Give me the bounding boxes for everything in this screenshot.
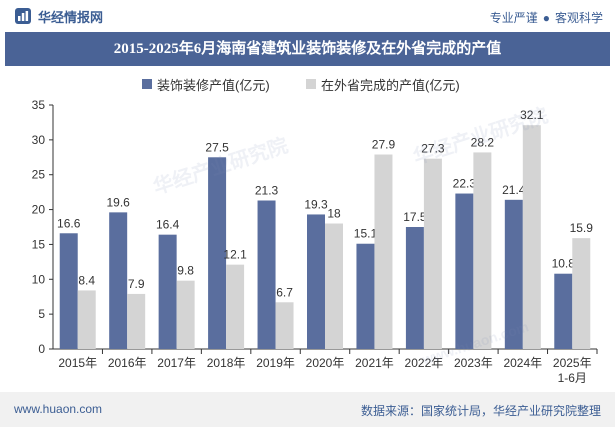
x-tick-label: 2015年 [58, 356, 97, 370]
bar-series2 [325, 223, 343, 349]
bar-series2 [176, 280, 195, 349]
title-bar: 2015-2025年6月海南省建筑业装饰装修及在外省完成的产值 [5, 32, 610, 66]
x-tick-label: 2019年 [256, 356, 295, 370]
x-tick-label: 2020年 [306, 356, 345, 370]
x-tick-label: 1-6月 [558, 371, 587, 385]
slogan-right: 客观科学 [554, 11, 603, 25]
y-tick-label: 30 [32, 133, 46, 147]
x-tick-label: 2018年 [207, 356, 246, 370]
data-label-series2: 32.1 [520, 108, 544, 122]
data-label-series2: 18 [327, 207, 341, 221]
data-label-series1: 16.6 [57, 216, 81, 230]
chart-title: 2015-2025年6月海南省建筑业装饰装修及在外省完成的产值 [113, 41, 502, 57]
bar-series2 [275, 302, 294, 349]
x-tick-label: 2016年 [108, 356, 147, 370]
data-label-series2: 15.9 [570, 221, 594, 235]
y-tick-label: 10 [32, 272, 46, 286]
bar-series1 [504, 199, 523, 349]
data-label-series2: 8.4 [78, 273, 95, 287]
y-tick-label: 35 [32, 98, 46, 112]
brand[interactable]: 华经情报网 [14, 7, 103, 25]
x-tick-label: 2024年 [503, 356, 542, 370]
bar-series2 [522, 125, 541, 350]
data-label-series1: 15.1 [354, 227, 378, 241]
data-label-series1: 27.5 [205, 140, 229, 154]
x-tick-label: 2023年 [454, 356, 493, 370]
slogan: 专业严谨 ● 客观科学 [490, 9, 603, 26]
x-tick-label: 2021年 [355, 356, 394, 370]
slogan-left: 专业严谨 [489, 11, 538, 25]
bar-series2 [374, 154, 393, 349]
bar-series1 [208, 157, 227, 349]
bar-series1 [307, 214, 325, 349]
x-tick-label: 2017年 [157, 356, 196, 370]
y-tick-label: 15 [32, 237, 46, 251]
y-tick-label: 20 [32, 203, 46, 217]
footer-source: 数据来源：国家统计局，华经产业研究院整理 [360, 404, 601, 418]
bar-series2 [226, 264, 245, 349]
footer-url-link[interactable]: www.huaon.com [14, 402, 103, 416]
bar-series1 [158, 234, 177, 349]
bar-series1 [109, 212, 128, 349]
x-tick-label: 2022年 [405, 356, 444, 370]
data-label-series1: 10.8 [552, 257, 576, 271]
bar-series1 [405, 227, 424, 349]
data-label-series1: 17.5 [403, 210, 427, 224]
bar-series2 [473, 152, 492, 349]
data-label-series1: 21.4 [502, 183, 526, 197]
legend-item-series2: 在外省完成的产值(亿元) [306, 74, 460, 94]
data-label-series2: 7.9 [128, 277, 145, 291]
y-tick-label: 25 [32, 168, 46, 182]
bar-series2 [423, 158, 442, 349]
y-tick-label: 0 [38, 342, 45, 356]
bar-series1 [59, 233, 78, 349]
legend-swatch-series1 [142, 79, 152, 89]
bar-series1 [257, 200, 276, 349]
data-label-series1: 19.6 [107, 195, 131, 209]
data-label-series1: 19.3 [304, 197, 328, 211]
bar-series2 [572, 238, 591, 349]
brand-logo-icon [15, 8, 31, 24]
legend-label-series1: 装饰装修产值(亿元) [157, 77, 270, 93]
data-label-series1: 16.4 [156, 218, 180, 232]
bar-series1 [455, 193, 474, 349]
footer: www.huaon.com 数据来源：国家统计局，华经产业研究院整理 [0, 392, 615, 427]
bar-series2 [127, 293, 146, 349]
chart-legend: 装饰装修产值(亿元) 在外省完成的产值(亿元) [0, 74, 615, 94]
y-tick-label: 5 [38, 307, 45, 321]
legend-swatch-series2 [306, 79, 316, 89]
data-label-series2: 6.7 [276, 285, 293, 299]
data-label-series1: 21.3 [255, 184, 279, 198]
bar-series2 [77, 290, 96, 349]
data-label-series1: 22.3 [453, 177, 477, 191]
data-label-series2: 9.8 [177, 264, 194, 278]
x-tick-label: 2025年 [553, 356, 592, 370]
data-label-series2: 27.9 [372, 137, 396, 151]
data-label-series2: 27.3 [421, 142, 445, 156]
bar-series1 [554, 273, 573, 349]
data-label-series2: 28.2 [471, 135, 495, 149]
legend-label-series2: 在外省完成的产值(亿元) [321, 77, 460, 93]
slogan-dot-icon: ● [542, 11, 550, 25]
top-bar: 华经情报网 专业严谨 ● 客观科学 [0, 0, 615, 32]
bar-series1 [356, 243, 375, 349]
data-label-series2: 12.1 [223, 248, 247, 262]
bar-chart: 0 5 10 15 20 25 30 35 2015年 16.6 8.4 2016年 19.6 7.9 20… [32, 98, 598, 385]
legend-item-series1: 装饰装修产值(亿元) [142, 74, 270, 94]
brand-name: 华经情报网 [38, 9, 104, 25]
